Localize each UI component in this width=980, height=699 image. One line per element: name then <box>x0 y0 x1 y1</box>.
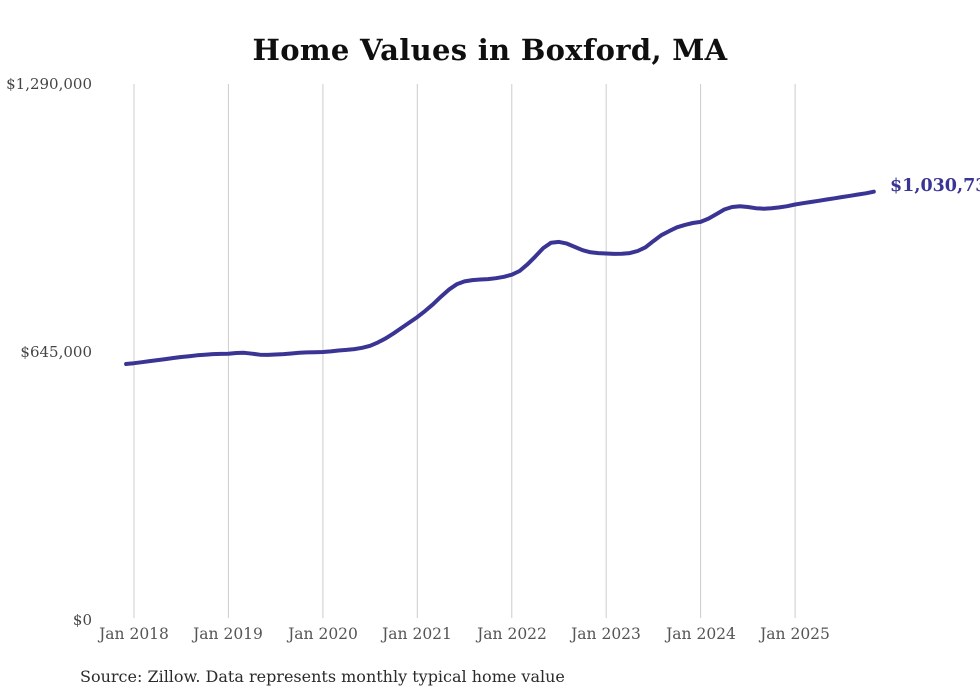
x-axis-tick-label: Jan 2025 <box>760 625 830 643</box>
y-axis-tick-label: $0 <box>72 611 92 629</box>
x-axis-tick-label: Jan 2019 <box>193 625 263 643</box>
latest-value-label: $1,030,730 <box>890 176 980 196</box>
y-axis-tick-label: $645,000 <box>20 343 92 361</box>
home-value-line <box>124 189 876 366</box>
x-axis-tick-label: Jan 2023 <box>571 625 641 643</box>
x-axis-tick-label: Jan 2022 <box>477 625 547 643</box>
chart-title: Home Values in Boxford, MA <box>252 33 728 67</box>
gridline-group <box>133 84 796 618</box>
x-axis-tick-label: Jan 2024 <box>666 625 736 643</box>
x-axis-tick-label: Jan 2020 <box>288 625 358 643</box>
x-axis-tick-label: Jan 2018 <box>99 625 169 643</box>
x-axis-tick-label: Jan 2021 <box>382 625 452 643</box>
source-note: Source: Zillow. Data represents monthly … <box>80 667 565 686</box>
y-axis-tick-label: $1,290,000 <box>6 75 92 93</box>
